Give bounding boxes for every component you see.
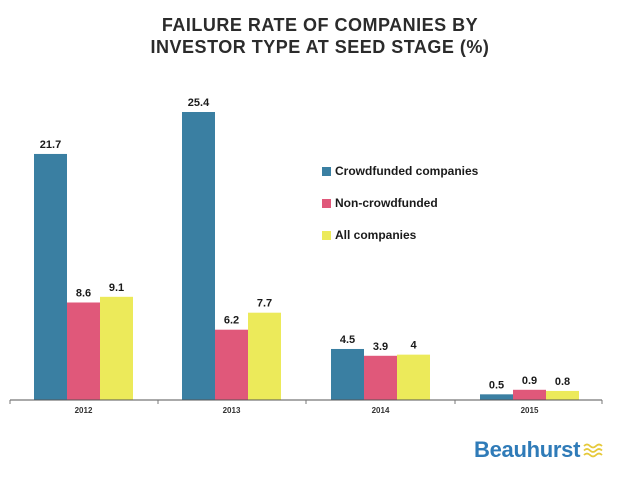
logo-wordmark: Beauhurst — [474, 437, 581, 462]
chart-title-line-1: FAILURE RATE OF COMPANIES BY — [161, 15, 479, 35]
bar-crowdfunded-2015 — [480, 394, 513, 400]
x-tick-group — [9, 400, 603, 404]
legend-label-non-crowdfunded: Non-crowdfunded — [335, 196, 438, 210]
chart-title: FAILURE RATE OF COMPANIES BY INVESTOR TY… — [0, 14, 640, 58]
value-label-crowdfunded-2014: 4.5 — [340, 334, 355, 346]
bar-non-crowdfunded-2015 — [513, 389, 546, 400]
value-label-all-companies-2015: 0.8 — [555, 376, 570, 388]
value-label-all-companies-2012: 9.1 — [109, 282, 124, 294]
x-tick-label-2012: 2012 — [75, 406, 93, 415]
beauhurst-logo: Beauhurst — [474, 437, 603, 463]
value-label-crowdfunded-2012: 21.7 — [40, 139, 61, 151]
legend-item-non-crowdfunded: Non-crowdfunded — [322, 194, 478, 212]
value-label-non-crowdfunded-2014: 3.9 — [373, 341, 388, 353]
bar-crowdfunded-2014 — [331, 348, 364, 400]
bar-non-crowdfunded-2012 — [67, 302, 100, 400]
value-label-crowdfunded-2013: 25.4 — [188, 97, 210, 109]
bar-group — [34, 112, 579, 400]
bar-all-companies-2013 — [248, 312, 281, 400]
value-label-all-companies-2013: 7.7 — [257, 298, 272, 310]
legend: Crowdfunded companies Non-crowdfunded Al… — [322, 162, 478, 258]
value-label-crowdfunded-2015: 0.5 — [489, 379, 504, 391]
value-label-non-crowdfunded-2015: 0.9 — [522, 375, 537, 387]
bar-crowdfunded-2012 — [34, 153, 67, 400]
chart-title-line-2: INVESTOR TYPE AT SEED STAGE (%) — [150, 37, 490, 57]
bar-non-crowdfunded-2014 — [364, 355, 397, 400]
value-label-non-crowdfunded-2013: 6.2 — [224, 315, 239, 327]
value-label-group: 21.7 8.6 9.1 25.4 6.2 7.7 4.5 3.9 4 0.5 0.9 0.8 — [40, 97, 570, 391]
value-label-non-crowdfunded-2012: 8.6 — [76, 287, 91, 299]
x-tick-label-group: 2012 2013 2014 2015 — [75, 406, 539, 415]
bar-non-crowdfunded-2013 — [215, 329, 248, 400]
x-tick-label-2014: 2014 — [372, 406, 390, 415]
legend-swatch-non-crowdfunded — [322, 198, 331, 208]
legend-item-crowdfunded: Crowdfunded companies — [322, 162, 478, 180]
legend-swatch-crowdfunded — [322, 166, 331, 176]
bar-crowdfunded-2013 — [182, 112, 215, 400]
bar-all-companies-2014 — [397, 354, 430, 400]
legend-label-crowdfunded: Crowdfunded companies — [335, 164, 479, 178]
bar-all-companies-2012 — [100, 296, 133, 400]
x-tick-label-2015: 2015 — [521, 406, 539, 415]
waves-icon — [583, 443, 603, 458]
legend-swatch-all-companies — [322, 230, 331, 240]
legend-item-all-companies: All companies — [322, 226, 478, 244]
bar-all-companies-2015 — [546, 390, 579, 400]
x-tick-label-2013: 2013 — [223, 406, 241, 415]
value-label-all-companies-2014: 4 — [410, 340, 417, 352]
legend-label-all-companies: All companies — [335, 228, 417, 242]
